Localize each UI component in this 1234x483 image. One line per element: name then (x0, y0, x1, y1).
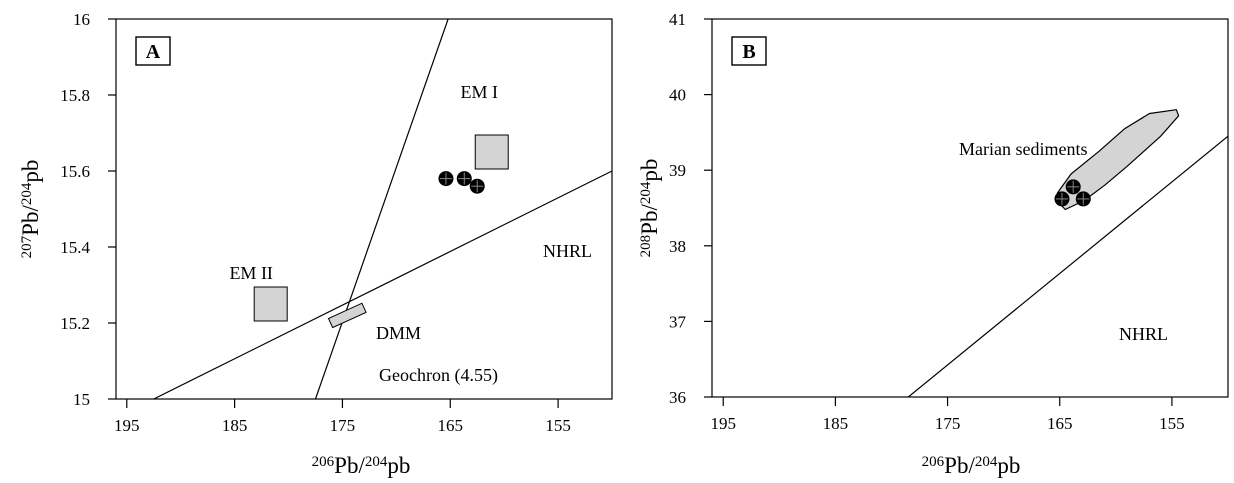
y-axis-title-b: 208Pb/204pb (637, 159, 662, 258)
panel-a-xtick-label: 175 (330, 416, 356, 435)
marian-sediments-field (1055, 109, 1180, 211)
geochron-line (314, 19, 449, 399)
em1-box (474, 134, 509, 170)
panel-b-data-point (1065, 179, 1081, 195)
panel-a-ytick-label: 15.2 (60, 314, 90, 333)
panel-b-xtick-label: 165 (1047, 414, 1073, 433)
panel-a-panel-label-box (135, 36, 171, 66)
geochron-label: Geochron (4.55) (379, 365, 498, 386)
y-axis-title-a: 207Pb/204pb (18, 160, 43, 259)
panel-b-ytick-label: 39 (669, 161, 686, 180)
panel-b-panel-label: B (742, 41, 755, 63)
panel-a-panel-label: A (146, 41, 161, 63)
em1-label: EM I (460, 82, 498, 102)
nhrl-line-b (907, 135, 1228, 397)
dmm-label: DMM (376, 323, 421, 343)
panel-a-xtick-label: 155 (545, 416, 571, 435)
panel-b-ytick-label: 41 (669, 10, 686, 29)
panel-b-xtick-label: 185 (823, 414, 849, 433)
panel-b-plot-area (907, 109, 1228, 397)
panel-a-ytick-label: 16 (73, 10, 90, 29)
dmm-box (327, 302, 367, 329)
panel-a-ytick-label: 15.6 (60, 162, 90, 181)
x-axis-title-a: 206Pb/204pb (312, 453, 411, 478)
panel-b-ytick-label: 38 (669, 237, 686, 256)
x-axis-title-b: 206Pb/204pb (922, 453, 1021, 478)
nhrl-label-a: NHRL (543, 241, 592, 261)
panel-b-data-point (1054, 191, 1070, 207)
panel-a-xtick-label: 195 (114, 416, 140, 435)
panel-b-ytick-label: 36 (669, 388, 686, 407)
panel-a: 195 185 175 165 155 15 15.2 15.4 15.6 15.8 16 A EM I… (18, 10, 613, 478)
panel-b-data-point (1075, 191, 1091, 207)
panel-a-ytick-label: 15.8 (60, 86, 90, 105)
panel-a-ytick-label: 15.4 (60, 238, 90, 257)
panel-a-xtick-label: 165 (438, 416, 464, 435)
em2-label: EM II (229, 263, 273, 283)
panel-b-plot-frame (711, 18, 1229, 398)
panel-a-plot-area (153, 19, 612, 399)
panel-b-panel-label-box (731, 36, 767, 66)
panel-b-ytick-label: 37 (669, 312, 687, 331)
nhrl-line (153, 170, 612, 399)
panel-a-data-point (456, 171, 472, 187)
panel-a-data-point (438, 171, 454, 187)
panel-a-plot-frame (115, 18, 613, 400)
panel-a-data-point (469, 178, 485, 194)
panel-a-ytick-label: 15 (73, 390, 90, 409)
marian-sediments-label: Marian sediments (959, 139, 1087, 159)
nhrl-label-b: NHRL (1119, 324, 1168, 344)
panel-b-ytick-label: 40 (669, 86, 686, 105)
panel-b-xtick-label: 155 (1159, 414, 1185, 433)
panel-a-xtick-label: 185 (222, 416, 248, 435)
panel-b: 195 185 175 165 155 36 37 38 39 40 41 B Marian sedim… (637, 10, 1229, 478)
panel-b-xtick-label: 175 (935, 414, 961, 433)
panel-b-xtick-label: 195 (710, 414, 736, 433)
em2-box (253, 286, 288, 322)
